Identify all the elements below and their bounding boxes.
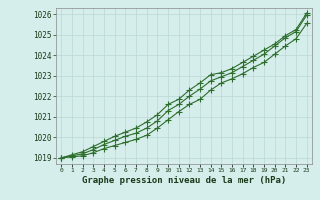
X-axis label: Graphe pression niveau de la mer (hPa): Graphe pression niveau de la mer (hPa) <box>82 176 286 185</box>
